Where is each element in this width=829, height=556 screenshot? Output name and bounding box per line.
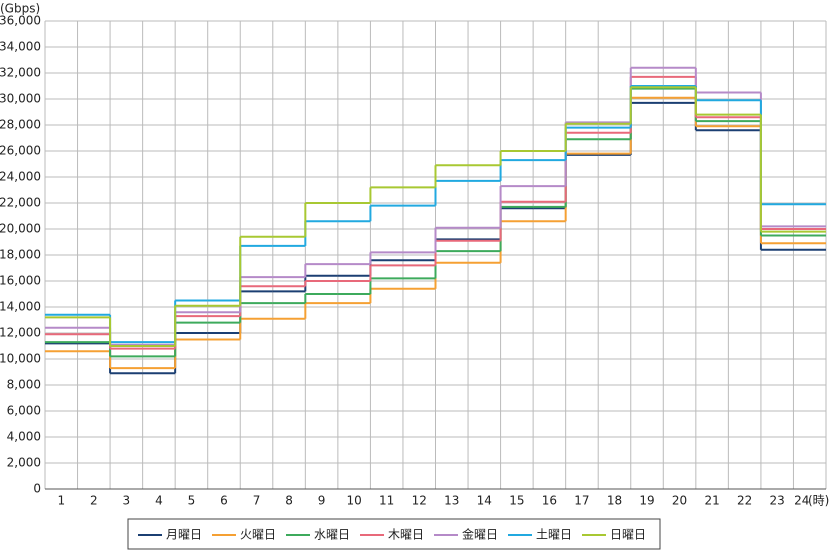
legend-label: 土曜日 [536,528,572,542]
x-tick-label: 12 [412,494,427,508]
legend-label: 日曜日 [610,528,646,542]
x-tick-label: 2 [90,494,98,508]
legend-label: 火曜日 [240,528,276,542]
y-tick-label: 28,000 [0,118,41,132]
x-tick-label: 20 [672,494,687,508]
y-tick-label: 32,000 [0,66,41,80]
x-tick-label: 13 [444,494,459,508]
x-tick-label: 4 [155,494,163,508]
x-tick-label: 17 [574,494,589,508]
legend-label: 金曜日 [462,527,498,542]
y-tick-label: 36,000 [0,14,41,28]
y-tick-label: 6,000 [7,404,41,418]
y-tick-label: 0 [33,482,41,496]
x-tick-label: 24 [794,494,809,508]
x-tick-label: 1 [57,494,65,508]
legend-label: 木曜日 [388,528,424,542]
y-tick-label: 34,000 [0,40,41,54]
y-tick-label: 16,000 [0,274,41,288]
x-tick-label: 9 [318,494,326,508]
x-tick-label: 11 [379,494,394,508]
x-tick-label: 18 [607,494,622,508]
y-unit: (Gbps) [0,2,40,16]
y-tick-label: 10,000 [0,352,41,366]
x-tick-label: 8 [285,494,293,508]
x-tick-label: 10 [347,494,362,508]
x-tick-label: 21 [704,494,719,508]
y-tick-label: 20,000 [0,222,41,236]
y-tick-label: 8,000 [7,378,41,392]
y-tick-label: 26,000 [0,144,41,158]
x-tick-label: 22 [737,494,752,508]
x-tick-label: 7 [253,494,261,508]
x-tick-label: 14 [477,494,492,508]
legend-label: 水曜日 [314,528,350,542]
y-tick-label: 14,000 [0,300,41,314]
y-tick-label: 24,000 [0,170,41,184]
x-tick-label: 5 [188,494,196,508]
x-tick-label: 6 [220,494,228,508]
x-tick-label: 15 [509,494,524,508]
y-tick-label: 22,000 [0,196,41,210]
y-tick-label: 18,000 [0,248,41,262]
x-tick-label: 16 [542,494,557,508]
x-tick-label: 3 [123,494,131,508]
y-tick-label: 4,000 [7,430,41,444]
legend-label: 月曜日 [166,528,202,542]
x-tick-label: 23 [770,494,785,508]
y-tick-label: 2,000 [7,456,41,470]
y-tick-label: 30,000 [0,92,41,106]
x-tick-label: 19 [639,494,654,508]
y-tick-label: 12,000 [0,326,41,340]
x-unit: (時) [808,494,829,508]
